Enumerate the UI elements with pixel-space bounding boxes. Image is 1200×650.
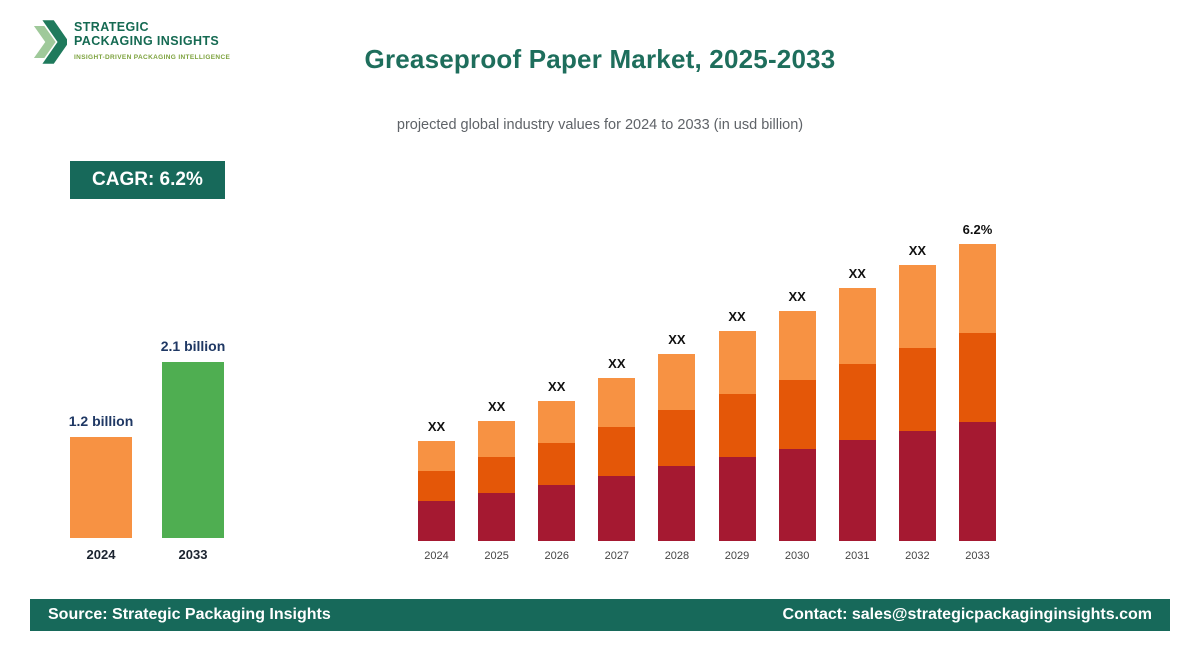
comparison-year-label: 2024 xyxy=(86,547,116,562)
segment-dark-orange xyxy=(898,348,936,431)
stacked-bar xyxy=(418,441,455,541)
segment-dark-orange xyxy=(478,457,516,493)
brand-tagline: INSIGHT-DRIVEN PACKAGING INTELLIGENCE xyxy=(74,53,231,61)
segment-maroon xyxy=(838,440,876,541)
comparison-chart: 1.2 billion 2024 2.1 billion 2033 xyxy=(68,338,226,562)
bar-column-2033: 6.2% 2033 xyxy=(958,222,996,562)
segment-maroon xyxy=(598,476,636,541)
segment-dark-orange xyxy=(778,380,816,449)
brand-logo-text: STRATEGIC PACKAGING INSIGHTS INSIGHT-DRI… xyxy=(74,13,230,61)
bar-column-2026: XX 2026 xyxy=(538,379,576,562)
mini-bar xyxy=(70,437,132,538)
stacked-bar xyxy=(538,401,576,541)
segment-dark-orange xyxy=(958,333,996,422)
comparison-year-label: 2033 xyxy=(178,547,208,562)
segment-maroon xyxy=(718,457,756,541)
stacked-bar-chart: XX 2024 XX 2025 XX 2026 XX 2027 XX 2028 XX 2029 XX 20… xyxy=(418,222,996,562)
segment-maroon xyxy=(658,466,696,541)
segment-dark-orange xyxy=(418,471,455,501)
segment-maroon xyxy=(538,485,576,541)
bar-column-2028: XX 2028 xyxy=(658,332,696,562)
stacked-bar xyxy=(838,288,876,541)
segment-light-orange xyxy=(718,331,756,394)
footer-bar: Source: Strategic Packaging Insights Con… xyxy=(30,599,1170,631)
page-subtitle: projected global industry values for 202… xyxy=(396,117,804,133)
comparison-value-label: 1.2 billion xyxy=(68,413,134,429)
bar-column-2030: XX 2030 xyxy=(778,289,816,562)
page-title: Greaseproof Paper Market, 2025-2033 xyxy=(364,44,836,74)
stacked-bar xyxy=(718,331,756,541)
segment-light-orange xyxy=(418,441,455,471)
bar-column-2032: XX 2032 xyxy=(898,243,936,562)
bar-column-2027: XX 2027 xyxy=(598,356,636,562)
bar-year-label: 2027 xyxy=(604,550,630,562)
bar-value-label: XX xyxy=(427,419,446,434)
brand-logo: STRATEGIC PACKAGING INSIGHTS INSIGHT-DRI… xyxy=(33,13,230,71)
bar-year-label: 2032 xyxy=(905,550,930,562)
comparison-col-2033: 2.1 billion 2033 xyxy=(160,338,226,562)
bar-year-label: 2028 xyxy=(664,550,690,562)
bar-column-2024: XX 2024 xyxy=(418,419,455,562)
segment-light-orange xyxy=(478,421,516,457)
brand-chevron-icon xyxy=(33,20,67,64)
bar-year-label: 2033 xyxy=(965,550,990,562)
bar-value-label: XX xyxy=(668,332,686,347)
bar-column-2029: XX 2029 xyxy=(718,309,756,562)
stacked-bar xyxy=(478,421,516,541)
stacked-bar xyxy=(598,378,636,541)
stacked-bar xyxy=(898,265,936,541)
bar-year-label: 2024 xyxy=(424,550,449,562)
bar-value-label: XX xyxy=(487,399,506,414)
bar-value-label: XX xyxy=(608,356,626,371)
bar-year-label: 2026 xyxy=(544,550,569,562)
bar-value-label: XX xyxy=(788,289,806,304)
footer-contact: Contact: sales@strategicpackaginginsight… xyxy=(782,606,1152,623)
brand-name-line1: STRATEGIC xyxy=(74,20,149,34)
mini-bar xyxy=(162,362,224,538)
brand-name-line2: PACKAGING INSIGHTS xyxy=(74,34,220,49)
bar-column-2025: XX 2025 xyxy=(478,399,516,562)
segment-light-orange xyxy=(838,288,876,364)
segment-dark-orange xyxy=(658,410,696,466)
segment-maroon xyxy=(958,422,996,541)
segment-dark-orange xyxy=(838,364,876,440)
segment-maroon xyxy=(778,449,816,541)
segment-dark-orange xyxy=(598,427,636,476)
bar-value-label: 6.2% xyxy=(962,222,993,237)
bar-year-label: 2025 xyxy=(484,550,509,562)
bar-year-label: 2029 xyxy=(724,550,750,562)
segment-light-orange xyxy=(658,354,696,410)
bar-year-label: 2030 xyxy=(784,550,810,562)
comparison-value-label: 2.1 billion xyxy=(160,338,226,354)
segment-light-orange xyxy=(538,401,576,443)
segment-light-orange xyxy=(778,311,816,380)
segment-light-orange xyxy=(958,244,996,333)
bar-value-label: XX xyxy=(548,379,566,394)
stacked-bar xyxy=(658,354,696,541)
segment-maroon xyxy=(418,501,455,541)
cagr-badge: CAGR: 6.2% xyxy=(70,161,225,199)
stacked-bar xyxy=(958,244,996,541)
bar-value-label: XX xyxy=(728,309,746,324)
segment-maroon xyxy=(898,431,936,541)
footer-source: Source: Strategic Packaging Insights xyxy=(48,606,331,623)
bar-value-label: XX xyxy=(848,266,866,281)
bar-column-2031: XX 2031 xyxy=(838,266,876,562)
bar-value-label: XX xyxy=(908,243,927,258)
comparison-col-2024: 1.2 billion 2024 xyxy=(68,413,134,562)
segment-dark-orange xyxy=(718,394,756,457)
segment-light-orange xyxy=(898,265,936,348)
stacked-bar xyxy=(778,311,816,541)
segment-maroon xyxy=(478,493,516,541)
segment-dark-orange xyxy=(538,443,576,485)
segment-light-orange xyxy=(598,378,636,427)
bar-year-label: 2031 xyxy=(845,550,870,562)
